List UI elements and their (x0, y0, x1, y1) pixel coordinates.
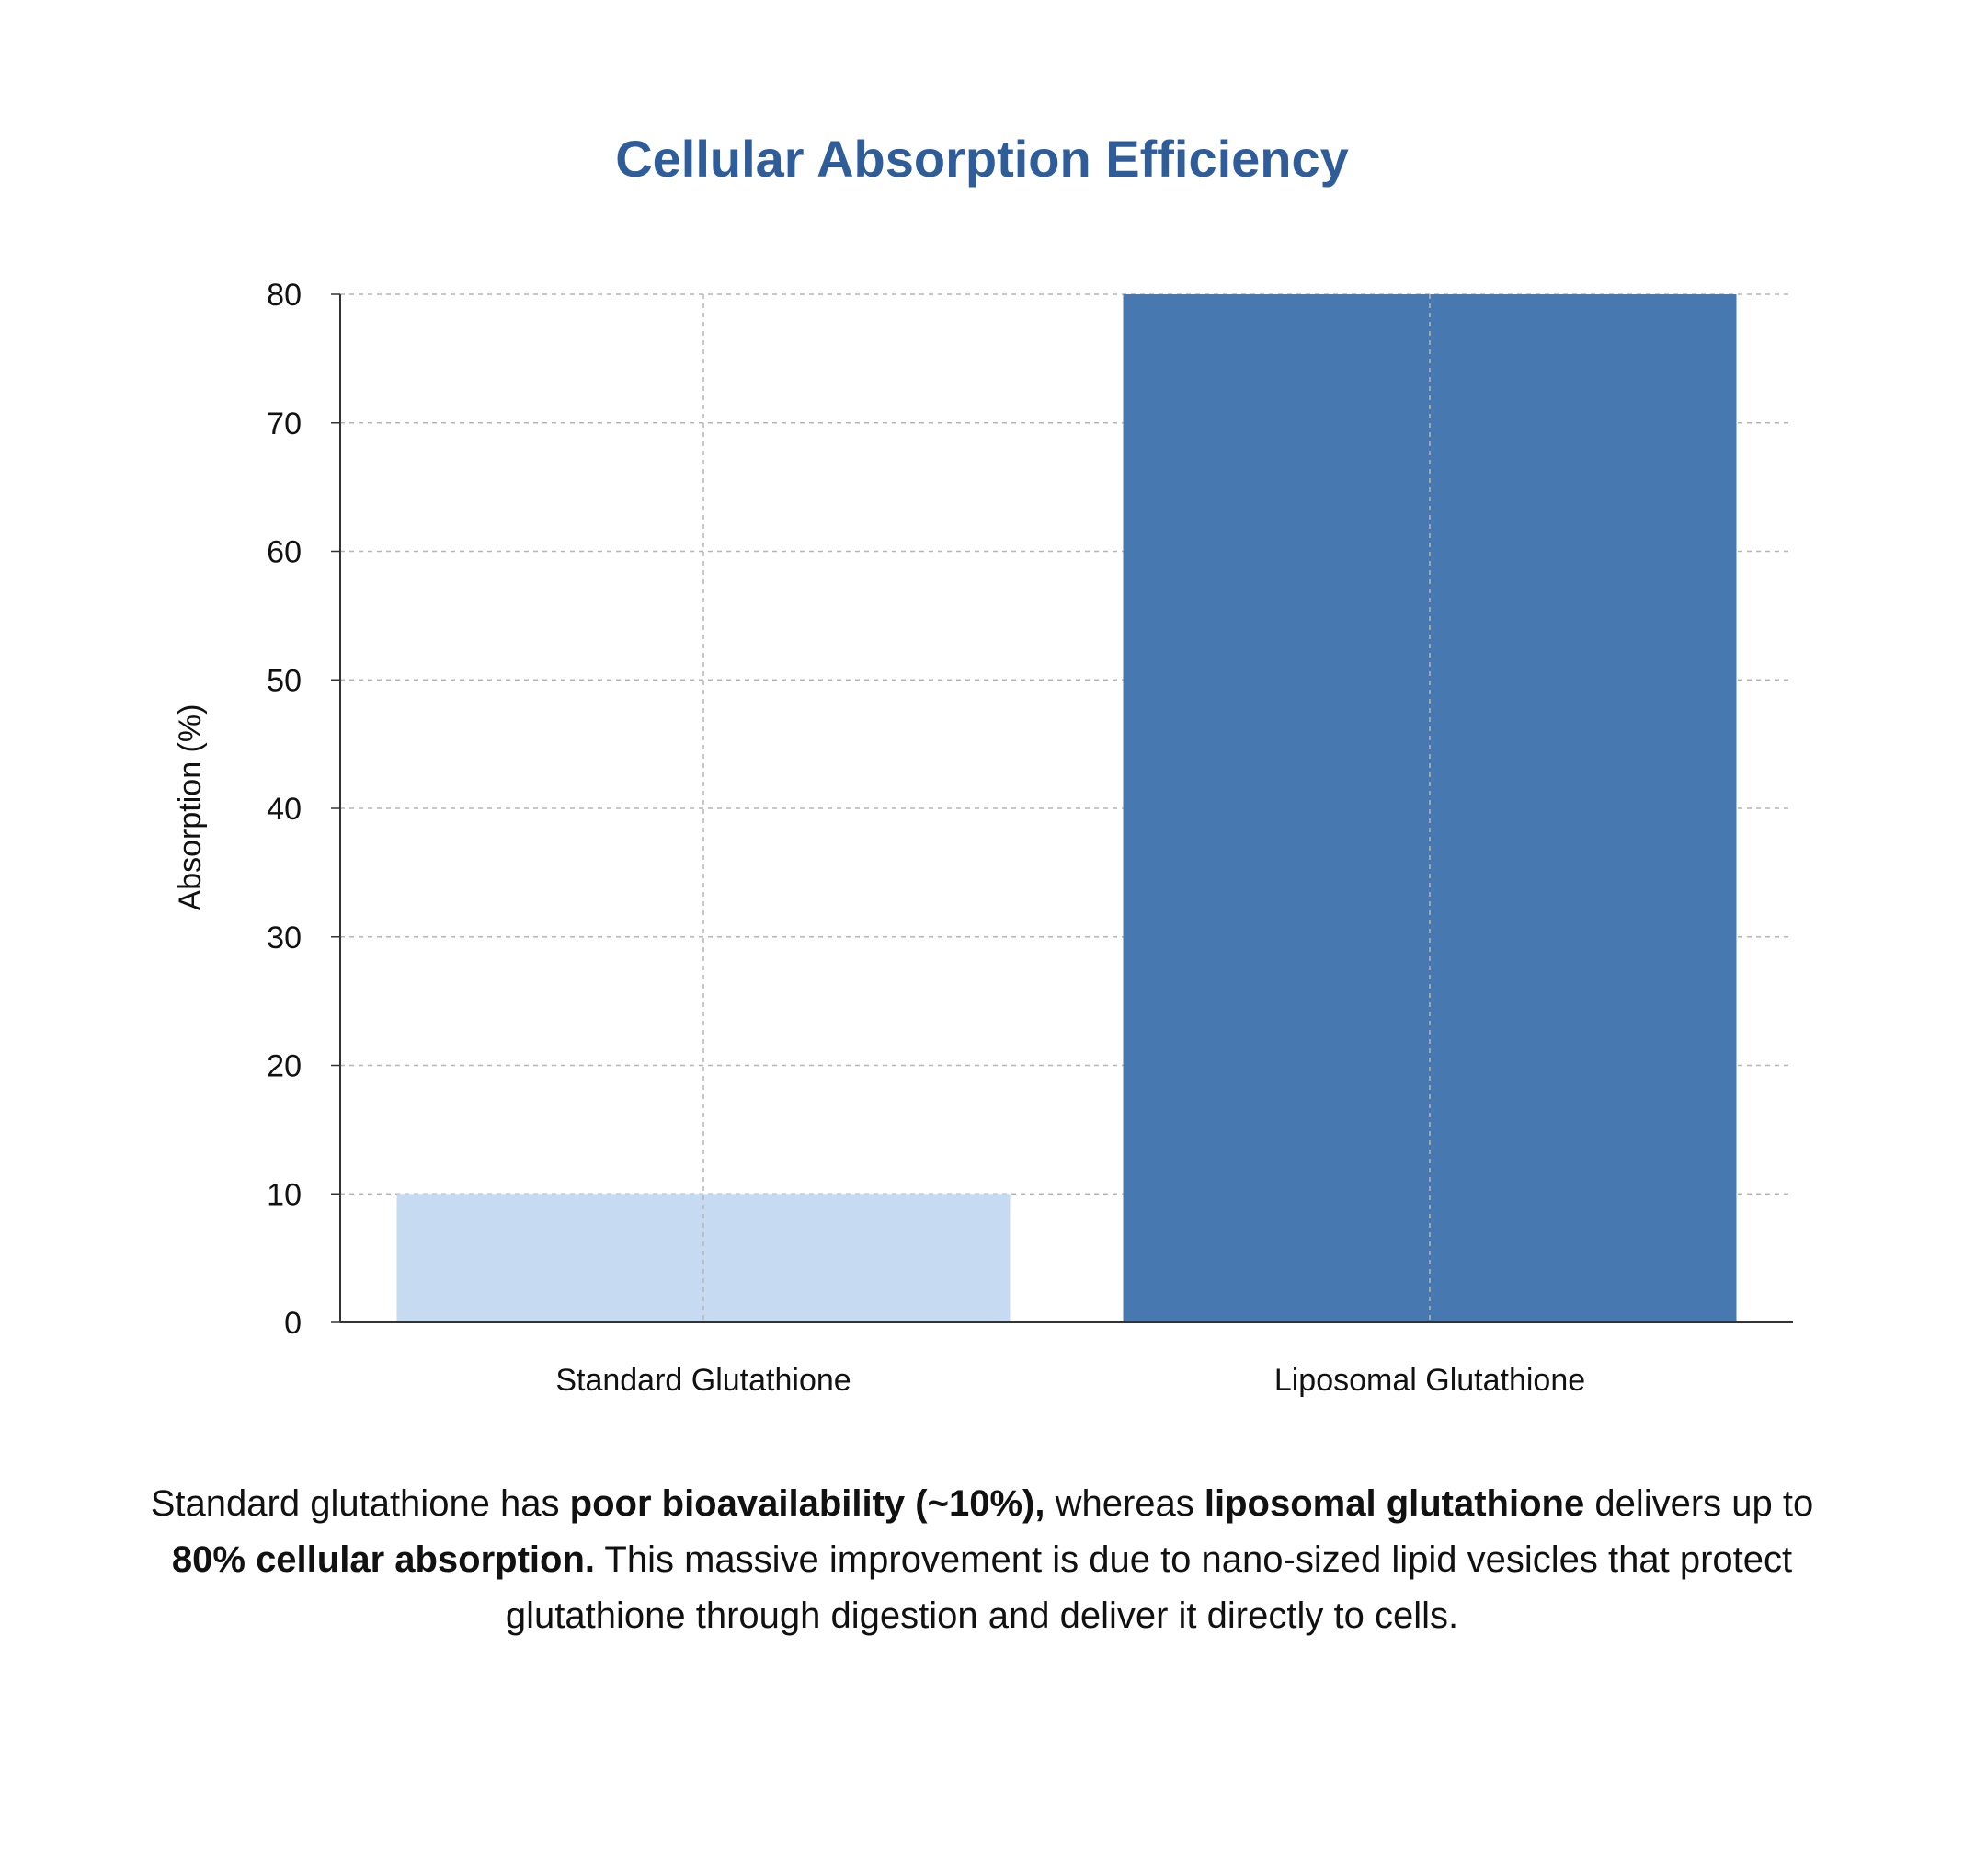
description-emphasis: poor bioavailability (~10%), (569, 1483, 1045, 1524)
description-part: delivers up to (1584, 1483, 1814, 1524)
description-emphasis: 80% cellular absorption. (171, 1539, 596, 1580)
x-tick-label: Standard Glutathione (555, 1363, 851, 1398)
y-tick-label: 20 (267, 1049, 302, 1084)
y-tick-label: 70 (267, 406, 302, 441)
y-axis-label: Absorption (%) (173, 704, 208, 911)
vertical-grid-layer (702, 294, 1431, 1322)
y-tick-label: 60 (267, 535, 302, 570)
description-part: whereas (1045, 1483, 1205, 1524)
y-tick-label: 40 (267, 792, 302, 827)
y-tick-label: 50 (267, 663, 302, 698)
y-tick-label: 0 (284, 1306, 302, 1341)
description-text: Standard glutathione has poor bioavailab… (138, 1476, 1826, 1644)
description-part: Standard glutathione has (150, 1483, 570, 1524)
y-tick-label: 10 (267, 1177, 302, 1212)
y-tick-label: 30 (267, 921, 302, 955)
description-emphasis: liposomal glutathione (1204, 1483, 1585, 1524)
description-part: This massive improvement is due to nano-… (505, 1539, 1793, 1636)
x-tick-label: Liposomal Glutathione (1274, 1363, 1585, 1398)
y-tick-label: 80 (267, 278, 302, 313)
labels-layer: 0 10 20 30 40 50 60 70 80 Standard Glutathione Lip… (267, 278, 1585, 1398)
bar (396, 1194, 1011, 1322)
bar-chart: 0 10 20 30 40 50 60 70 80 Standard Glutathione Lip… (173, 278, 1793, 1398)
axis-layer (331, 293, 1793, 1323)
chart-title: Cellular Absorption Efficiency (615, 130, 1349, 188)
